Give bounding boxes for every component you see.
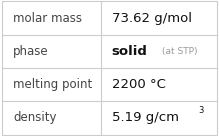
Text: melting point: melting point xyxy=(13,78,92,91)
Text: 2200 °C: 2200 °C xyxy=(112,78,166,91)
Text: molar mass: molar mass xyxy=(13,12,82,24)
Text: 73.62 g/mol: 73.62 g/mol xyxy=(112,12,192,24)
Text: solid: solid xyxy=(112,45,148,58)
Text: 3: 3 xyxy=(198,106,203,115)
Text: phase: phase xyxy=(13,45,49,58)
Text: 5.19 g/cm: 5.19 g/cm xyxy=(112,112,179,124)
Text: density: density xyxy=(13,112,57,124)
Text: (at STP): (at STP) xyxy=(162,47,198,56)
